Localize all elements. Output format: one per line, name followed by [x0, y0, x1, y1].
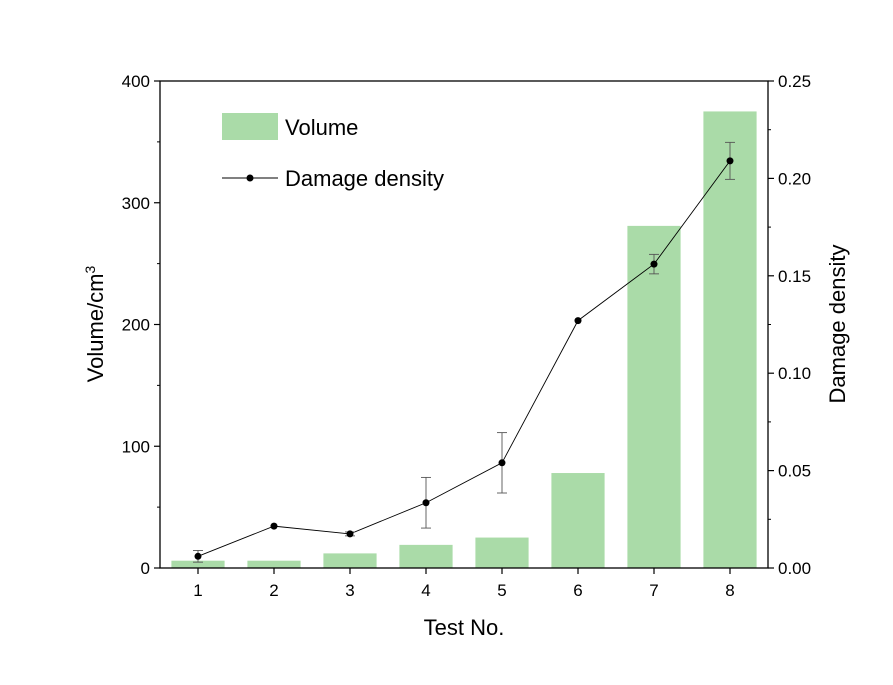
x-tick-label: 2	[269, 581, 278, 600]
volume-bar	[171, 560, 225, 568]
y2-tick-label: 0.25	[778, 72, 811, 91]
x-axis-title: Test No.	[424, 615, 505, 640]
legend-damage-marker	[246, 174, 254, 182]
ticks-layer: 1 2 3 4 5 6 7 8 0 100 200 300 400 0.00 0.05 0.10 0.15 0.2…	[122, 72, 811, 600]
y2-axis-title: Damage density	[825, 245, 850, 404]
damage-density-point	[194, 552, 202, 560]
y2-tick-label: 0.15	[778, 267, 811, 286]
volume-bar	[399, 544, 453, 568]
line-layer	[193, 141, 735, 563]
y2-tick-label: 0.05	[778, 462, 811, 481]
y-axis-title-main: Volume/cm	[83, 273, 108, 382]
y2-tick-label: 0.00	[778, 559, 811, 578]
x-tick-label: 4	[421, 581, 430, 600]
x-tick-label: 6	[573, 581, 582, 600]
y-tick-label: 300	[122, 194, 150, 213]
y-tick-label: 400	[122, 72, 150, 91]
x-tick-label: 7	[649, 581, 658, 600]
damage-density-point	[498, 459, 506, 467]
y-tick-label: 200	[122, 316, 150, 335]
bars-layer	[171, 111, 757, 568]
y-axis-title-superscript: 3	[82, 265, 98, 273]
x-tick-label: 5	[497, 581, 506, 600]
x-tick-label: 8	[725, 581, 734, 600]
y-tick-label: 0	[141, 559, 150, 578]
legend: Volume Damage density	[222, 113, 444, 191]
volume-bar	[323, 553, 377, 568]
volume-bar	[247, 560, 301, 568]
damage-density-point	[650, 260, 658, 268]
damage-density-point	[346, 530, 354, 538]
volume-bar	[475, 537, 529, 568]
y-axis-title: Volume/cm3	[82, 265, 108, 382]
legend-volume-label: Volume	[285, 115, 358, 140]
x-tick-label: 3	[345, 581, 354, 600]
y2-tick-label: 0.20	[778, 169, 811, 188]
damage-density-point	[422, 499, 430, 507]
damage-density-point	[726, 157, 734, 165]
legend-damage-label: Damage density	[285, 166, 444, 191]
volume-bar	[551, 473, 605, 568]
y-tick-label: 100	[122, 437, 150, 456]
legend-volume-swatch	[222, 113, 278, 140]
damage-density-point	[270, 522, 278, 530]
damage-density-line	[197, 160, 731, 557]
y2-tick-label: 0.10	[778, 364, 811, 383]
volume-bar	[703, 111, 757, 568]
volume-bar	[627, 225, 681, 568]
x-tick-label: 1	[193, 581, 202, 600]
damage-density-point	[574, 317, 582, 325]
